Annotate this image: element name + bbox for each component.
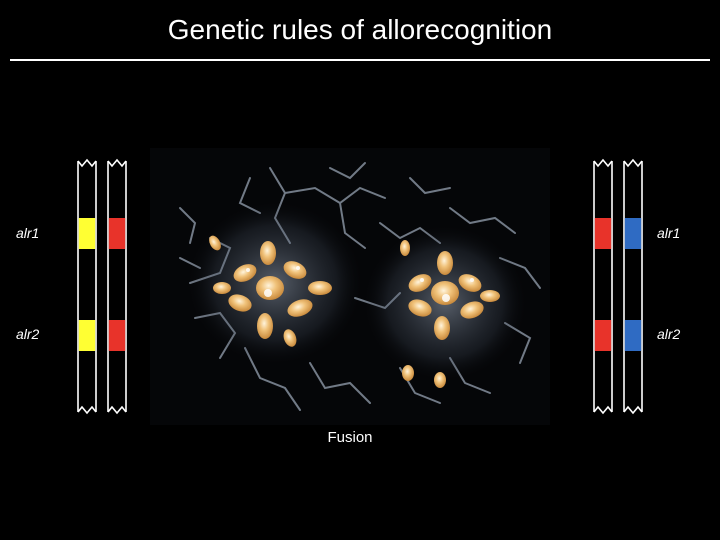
colony-fusion-photo xyxy=(150,148,550,425)
right-chromosome-b xyxy=(623,158,643,415)
right-b-alr2-band xyxy=(624,320,642,351)
right-colony-polyps xyxy=(400,240,500,388)
left-chromosome-a xyxy=(77,158,97,415)
right-b-alr1-band xyxy=(624,218,642,249)
right-chromosome-pair xyxy=(593,158,643,415)
right-alr2-label: alr2 xyxy=(657,326,681,342)
left-alr2-label: alr2 xyxy=(16,326,40,342)
left-a-alr1-band xyxy=(78,218,96,249)
left-chromosome-b xyxy=(107,158,127,415)
photo-caption: Fusion xyxy=(327,429,373,446)
left-a-alr2-band xyxy=(78,320,96,351)
right-a-alr1-band xyxy=(594,218,612,249)
slide-title: Genetic rules of allorecognition xyxy=(167,14,553,45)
left-b-alr2-band xyxy=(108,320,126,351)
left-chromosome-pair xyxy=(77,158,127,415)
left-alr1-label: alr1 xyxy=(16,225,40,241)
right-chromosome-a xyxy=(593,158,613,415)
right-alr1-label: alr1 xyxy=(657,225,681,241)
left-colony-polyps xyxy=(209,235,332,347)
polyp-highlights xyxy=(246,266,474,302)
title-divider xyxy=(10,59,710,61)
colony-illustration xyxy=(179,162,541,411)
left-b-alr1-band xyxy=(108,218,126,249)
right-a-alr2-band xyxy=(594,320,612,351)
